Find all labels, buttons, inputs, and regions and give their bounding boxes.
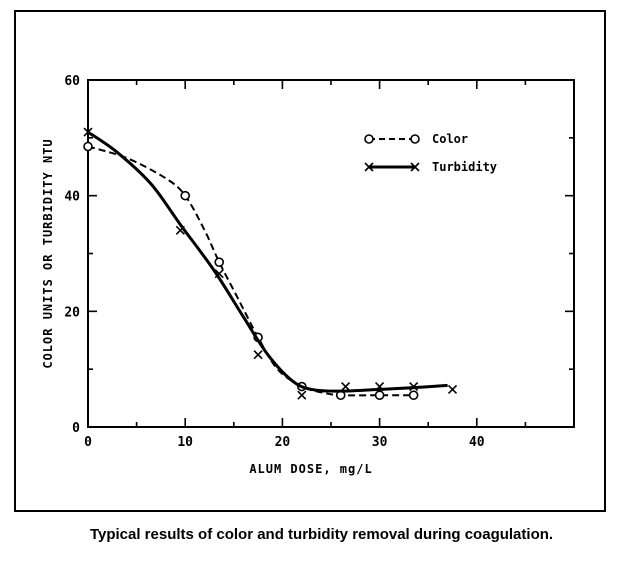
color-data-point — [83, 141, 93, 152]
x-tick-label: 0 — [84, 435, 92, 450]
legend-color-marker — [364, 134, 374, 144]
y-tick-label: 60 — [64, 74, 80, 89]
chart: 0 10 20 30 40 0 20 40 60 ALUM DOSE, mg/L COLOR UNI… — [41, 74, 575, 476]
x-tick-label: 20 — [275, 435, 291, 450]
turbidity-data-point — [375, 381, 385, 392]
turbidity-data-point-stroke — [253, 350, 263, 360]
x-axis-label: ALUM DOSE, mg/L — [249, 462, 372, 476]
turbidity-data-point-stroke — [341, 381, 351, 392]
turbidity-data-point-stroke — [214, 269, 224, 279]
y-tick-label: 40 — [64, 190, 80, 205]
legend-turbidity-label: Turbidity — [432, 160, 497, 174]
turbidity-data-point — [253, 350, 263, 360]
turbidity-data-point-stroke — [447, 384, 458, 394]
plot-area-border — [87, 79, 575, 428]
color-data-point — [374, 390, 385, 400]
turbidity-data-point — [83, 127, 93, 137]
turbidity-data-point-stroke — [83, 127, 93, 137]
color-data-point — [408, 390, 419, 400]
color-data-point — [214, 257, 225, 267]
x-tick-label: 40 — [469, 435, 485, 450]
legend-color-label: Color — [432, 132, 468, 146]
x-tick-label: 10 — [177, 435, 193, 450]
x-tick-label: 30 — [372, 435, 388, 450]
turbidity-data-point — [297, 390, 307, 400]
legend-turbidity-marker — [410, 162, 420, 172]
color-data-point — [180, 190, 190, 201]
turbidity-data-point-stroke — [175, 225, 185, 235]
legend-turbidity-marker — [364, 162, 374, 172]
figure-caption: Typical results of color and turbidity r… — [89, 526, 554, 543]
turbidity-data-point-stroke — [409, 381, 419, 392]
legend-color-marker — [410, 134, 420, 144]
y-tick-label: 20 — [64, 305, 80, 320]
legend-turbidity-marker-stroke — [410, 162, 420, 172]
turbidity-data-point — [447, 384, 458, 394]
turbidity-series-line — [87, 130, 448, 393]
y-tick-label: 0 — [72, 421, 80, 436]
turbidity-data-point — [175, 225, 185, 235]
y-axis-label: COLOR UNITS OR TURBIDITY NTU — [41, 138, 55, 368]
turbidity-data-point — [214, 269, 224, 279]
turbidity-data-point — [409, 381, 419, 392]
figure-frame — [14, 10, 606, 512]
legend-turbidity-marker-stroke — [364, 162, 374, 172]
turbidity-data-point — [341, 381, 351, 392]
turbidity-data-point-stroke — [375, 381, 385, 392]
turbidity-data-point-stroke — [297, 390, 307, 400]
color-series-line — [87, 145, 414, 397]
